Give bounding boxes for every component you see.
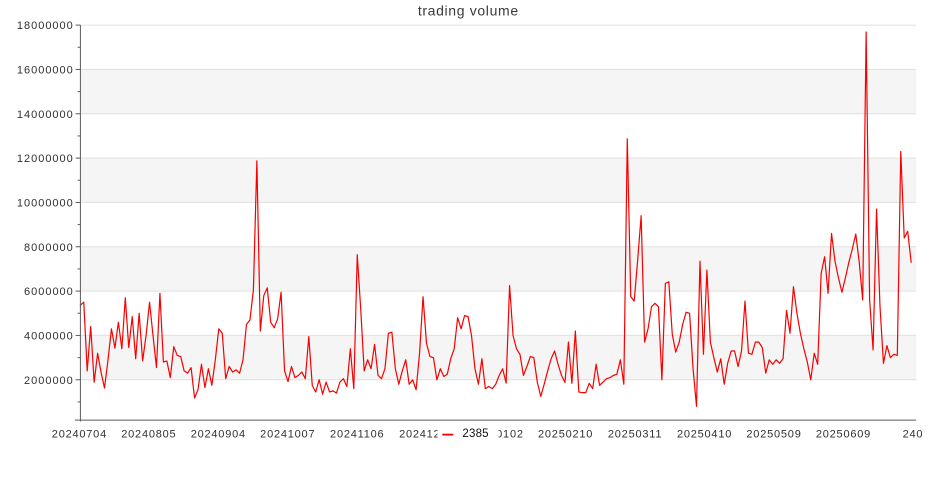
svg-text:20250609: 20250609: [816, 428, 871, 440]
svg-text:2385: 2385: [462, 428, 488, 440]
svg-text:20241106: 20241106: [330, 428, 384, 440]
svg-text:8000000: 8000000: [24, 242, 74, 254]
svg-text:20250311: 20250311: [608, 428, 662, 440]
svg-text:20241007: 20241007: [260, 428, 315, 440]
svg-text:12000000: 12000000: [17, 153, 74, 165]
svg-text:20240904: 20240904: [191, 428, 246, 440]
svg-text:20240704: 20240704: [52, 428, 107, 440]
svg-text:20250509: 20250509: [746, 428, 801, 440]
svg-text:20240805: 20240805: [121, 428, 176, 440]
svg-text:18000000: 18000000: [17, 20, 74, 32]
svg-text:14000000: 14000000: [17, 109, 74, 121]
svg-text:trading volume: trading volume: [418, 3, 519, 19]
svg-text:10000000: 10000000: [17, 197, 74, 209]
svg-text:20250410: 20250410: [677, 428, 732, 440]
svg-text:2000000: 2000000: [24, 375, 74, 387]
svg-text:240: 240: [903, 428, 924, 440]
svg-text:4000000: 4000000: [24, 330, 74, 342]
svg-text:20250210: 20250210: [538, 428, 593, 440]
svg-text:16000000: 16000000: [17, 64, 74, 76]
svg-text:6000000: 6000000: [24, 286, 74, 298]
